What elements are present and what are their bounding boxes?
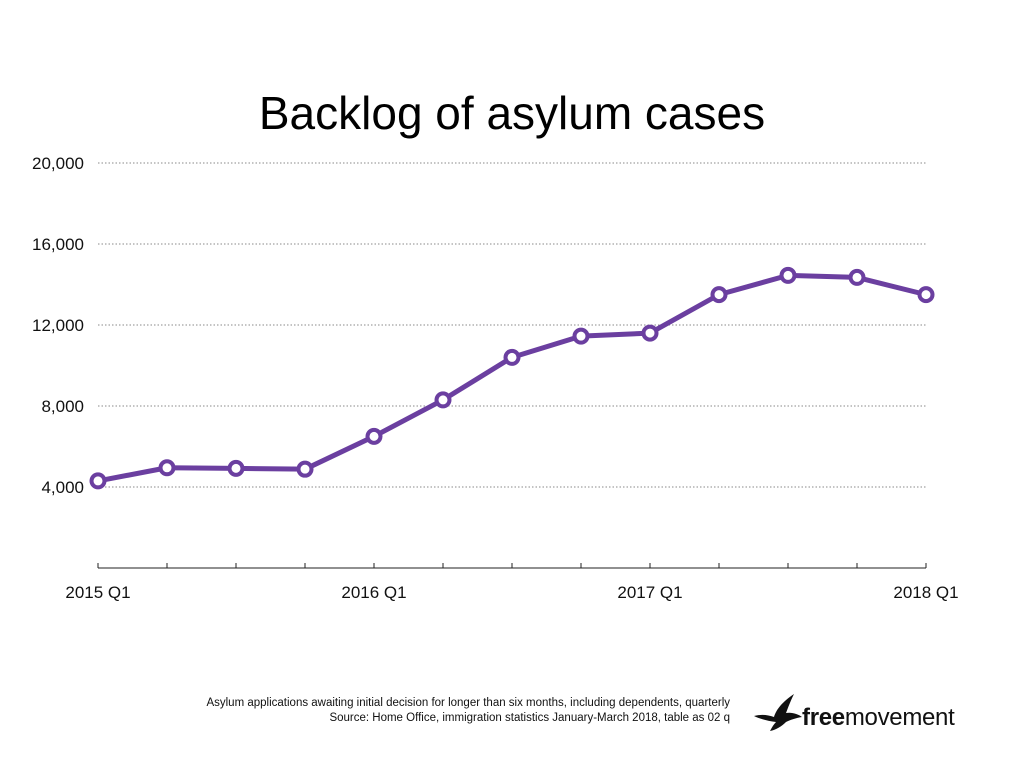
y-tick-label: 4,000 <box>41 478 84 497</box>
logo-wordmark: freemovement <box>802 704 955 732</box>
x-tick-label: 2017 Q1 <box>617 583 682 602</box>
data-point <box>434 391 452 409</box>
chart-title: Backlog of asylum cases <box>258 87 766 139</box>
y-tick-label: 16,000 <box>32 235 84 254</box>
y-tick-label: 12,000 <box>32 316 84 335</box>
chart-footnote: Asylum applications awaiting initial dec… <box>100 696 730 726</box>
logo-text-bold: free <box>802 704 845 731</box>
data-point <box>227 459 245 477</box>
data-point <box>503 348 521 366</box>
data-point <box>365 427 383 445</box>
data-point <box>848 268 866 286</box>
data-point <box>917 286 935 304</box>
data-point <box>296 460 314 478</box>
footnote-description: Asylum applications awaiting initial dec… <box>206 697 730 709</box>
x-tick-label: 2018 Q1 <box>893 583 958 602</box>
data-point <box>641 324 659 342</box>
data-point <box>158 459 176 477</box>
x-tick-label: 2015 Q1 <box>65 583 130 602</box>
footnote-source: Source: Home Office, immigration statist… <box>329 712 730 724</box>
logo-text-regular: movement <box>844 704 955 731</box>
bird-icon <box>754 694 802 731</box>
data-point <box>710 286 728 304</box>
data-point <box>89 472 107 490</box>
x-tick-label: 2016 Q1 <box>341 583 406 602</box>
series-line <box>95 272 929 484</box>
y-tick-label: 20,000 <box>32 154 84 173</box>
data-point <box>779 266 797 284</box>
y-tick-label: 8,000 <box>41 397 84 416</box>
freemovement-logo: freemovement <box>752 690 972 734</box>
data-point <box>572 327 590 345</box>
